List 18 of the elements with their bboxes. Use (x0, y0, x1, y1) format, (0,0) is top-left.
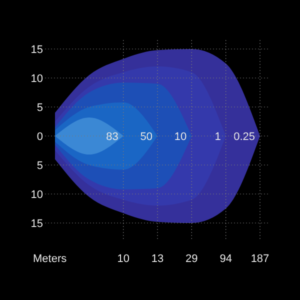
x-tick-label: 29 (186, 253, 198, 265)
y-tick-label: 0 (36, 130, 43, 143)
series-label: 10 (174, 130, 187, 143)
y-tick-label: 15 (30, 218, 43, 230)
series-label: 50 (140, 130, 152, 143)
y-tick-label: 5 (36, 160, 43, 172)
series-label: 1 (214, 130, 221, 143)
series-label: 83 (106, 130, 118, 143)
y-tick-label: 5 (36, 102, 43, 114)
x-tick-label: 187 (250, 253, 270, 265)
x-tick-label: 94 (220, 253, 232, 265)
y-tick-label: 15 (30, 44, 43, 56)
x-tick-label: 13 (151, 253, 164, 265)
x-axis-title: Meters (33, 253, 68, 265)
y-tick-label: 10 (30, 188, 43, 201)
x-tick-label: 10 (117, 253, 130, 265)
y-tick-label: 10 (30, 72, 43, 85)
series-label: 0.25 (234, 130, 255, 143)
